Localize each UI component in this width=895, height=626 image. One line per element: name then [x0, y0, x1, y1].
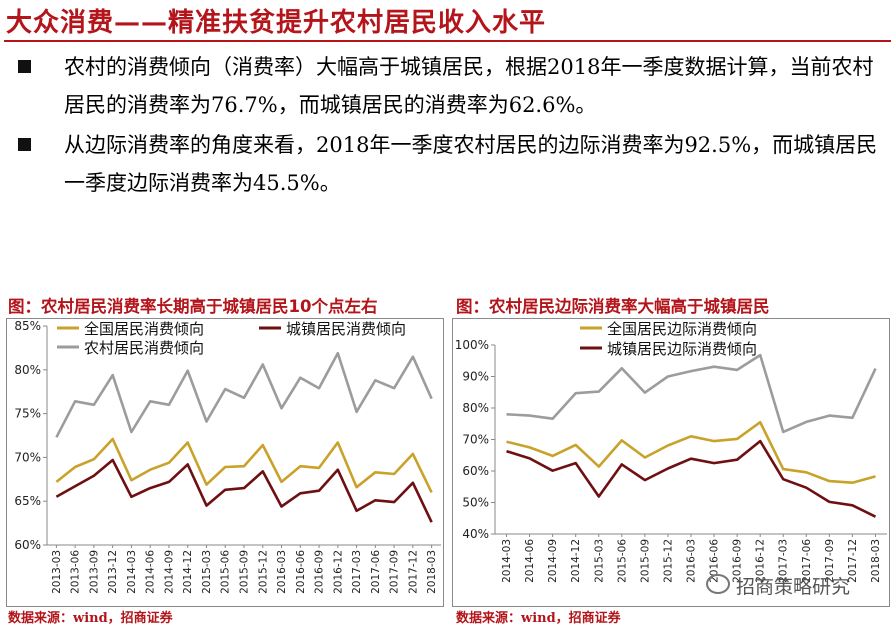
series-line-2: [506, 353, 877, 434]
legend-label: 农村居民消费倾向: [84, 339, 204, 357]
y-tick-label: 85%: [14, 319, 41, 333]
slide-title: 大众消费——精准扶贫提升农村居民收入水平: [6, 8, 547, 38]
x-tick-label: 2015-12: [257, 550, 269, 594]
x-tick-label: 2016-09: [314, 550, 326, 594]
x-tick-label: 2017-09: [389, 550, 401, 594]
y-tick-label: 50%: [462, 496, 489, 510]
series-line-0: [506, 420, 876, 484]
chart-2-source: 数据来源：wind，招商证券: [456, 611, 621, 626]
x-tick-label: 2018-03: [426, 550, 438, 594]
x-tick-label: 2015-12: [662, 539, 674, 583]
x-tick-label: 2014-03: [501, 539, 513, 583]
x-tick-label: 2017-09: [824, 539, 836, 583]
series-line-2: [55, 351, 433, 438]
y-tick-label: 40%: [462, 527, 489, 541]
x-tick-label: 2013-12: [107, 550, 119, 594]
x-tick-label: 2017-03: [778, 539, 790, 583]
x-tick-label: 2014-09: [547, 539, 559, 583]
y-tick-label: 80%: [462, 401, 489, 415]
x-tick-label: 2017-12: [407, 550, 419, 594]
x-tick-label: 2018-03: [870, 539, 882, 583]
chart-1-frame: 60% 65% 70% 75% 80% 85% 2013-03 2013-06 2013-09 2…: [6, 318, 444, 607]
watermark: 招商策略研究: [706, 572, 850, 599]
x-tick-label: 2015-03: [201, 550, 213, 594]
y-tick-label: 90%: [462, 370, 489, 384]
x-tick-label: 2017-12: [847, 539, 859, 583]
x-tick-label: 2014-06: [524, 539, 536, 583]
legend-label: 城镇居民消费倾向: [286, 320, 406, 338]
y-tick-label: 70%: [462, 433, 489, 447]
x-tick-label: 2016-09: [732, 539, 744, 583]
x-tick-label: 2017-03: [351, 550, 363, 594]
wechat-icon: [706, 574, 730, 594]
bullet-text: 从边际消费率的角度来看，2018年一季度农村居民的边际消费率为92.5%，而城镇…: [64, 133, 878, 195]
chart-1-source: 数据来源：wind，招商证券: [8, 611, 173, 626]
bullet-square-icon: [18, 60, 31, 73]
x-tick-label: 2016-06: [295, 550, 307, 594]
x-tick-label: 2013-06: [70, 550, 82, 594]
series-line-0: [55, 437, 433, 493]
y-tick-label: 100%: [455, 338, 489, 352]
x-tick-label: 2014-12: [182, 550, 194, 594]
x-tick-label: 2014-09: [163, 550, 175, 594]
bullet-text: 农村的消费倾向（消费率）大幅高于城镇居民，根据2018年一季度数据计算，当前农村…: [64, 55, 874, 117]
x-tick-label: 2017-06: [801, 539, 813, 583]
legend-label: 全国居民边际消费倾向: [607, 320, 757, 338]
chart-1-svg: 60% 65% 70% 75% 80% 85% 2013-03 2013-06 2013-09 2…: [14, 319, 441, 594]
x-tick-label: 2014-12: [570, 539, 582, 583]
series-line-1: [506, 439, 877, 518]
chart-1-title: 图：农村居民消费率长期高于城镇居民10个点左右: [8, 297, 378, 316]
x-tick-label: 2014-03: [126, 550, 138, 594]
x-tick-label: 2013-03: [51, 550, 63, 594]
x-tick-label: 2013-09: [88, 550, 100, 594]
x-tick-label: 2016-03: [276, 550, 288, 594]
y-tick-label: 60%: [462, 464, 489, 478]
legend-label: 城镇居民边际消费倾向: [607, 340, 757, 358]
x-tick-label: 2016-12: [332, 550, 344, 594]
x-tick-label: 2015-06: [616, 539, 628, 583]
y-tick-label: 65%: [14, 494, 41, 508]
title-divider: [4, 40, 891, 42]
x-tick-label: 2015-03: [593, 539, 605, 583]
x-tick-label: 2017-06: [370, 550, 382, 594]
x-tick-label: 2014-06: [145, 550, 157, 594]
y-tick-label: 70%: [14, 450, 41, 464]
legend-label: 全国居民消费倾向: [84, 320, 204, 338]
x-tick-label: 2015-09: [239, 550, 251, 594]
y-tick-label: 75%: [14, 407, 41, 421]
watermark-text: 招商策略研究: [736, 576, 851, 598]
y-tick-label: 80%: [14, 363, 41, 377]
x-tick-label: 2016-12: [755, 539, 767, 583]
x-tick-label: 2015-09: [639, 539, 651, 583]
x-tick-label: 2016-06: [709, 539, 721, 583]
chart-2-svg: 40% 50% 60% 70% 80% 90% 100% 2014-03 2014-06 2014…: [455, 320, 887, 583]
series-line-1: [55, 458, 433, 523]
x-tick-label: 2016-03: [686, 539, 698, 583]
chart-2-frame: 40% 50% 60% 70% 80% 90% 100% 2014-03 2014-06 2014…: [452, 318, 890, 607]
chart-2-title: 图：农村居民边际消费率大幅高于城镇居民: [456, 297, 770, 316]
x-tick-label: 2015-06: [220, 550, 232, 594]
bullet-square-icon: [18, 138, 31, 151]
y-tick-label: 60%: [14, 538, 41, 552]
